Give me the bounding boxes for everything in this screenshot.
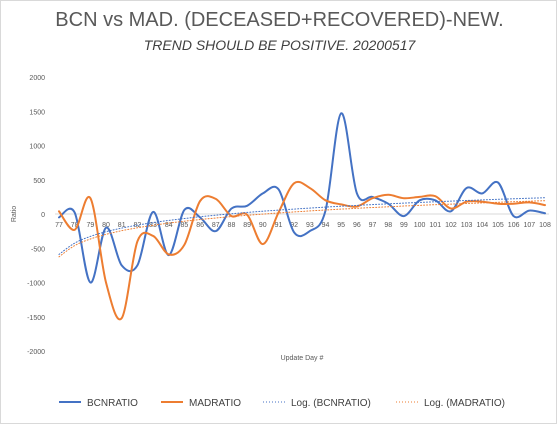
- x-tick-label: 108: [539, 222, 551, 229]
- y-tick-label: 0: [41, 212, 45, 219]
- x-tick-label: 93: [306, 222, 314, 229]
- x-tick-label: 86: [196, 222, 204, 229]
- x-tick-label: 88: [228, 222, 236, 229]
- y-axis-title: Ratio: [11, 206, 18, 222]
- y-tick-label: -1500: [27, 315, 45, 322]
- legend-label: Log. (BCNRATIO): [291, 398, 371, 409]
- x-tick-label: 92: [290, 222, 298, 229]
- y-tick-label: 1000: [29, 144, 45, 151]
- x-tick-label: 79: [86, 222, 94, 229]
- x-tick-label: 103: [461, 222, 473, 229]
- x-tick-label: 85: [181, 222, 189, 229]
- x-tick-label: 84: [165, 222, 173, 229]
- chart-title: BCN vs MAD. (DECEASED+RECOVERED)-NEW.: [55, 9, 504, 31]
- y-tick-label: -2000: [27, 349, 45, 356]
- legend-label: Log. (MADRATIO): [424, 398, 505, 409]
- legend-label: BCNRATIO: [87, 398, 138, 409]
- x-tick-label: 98: [384, 222, 392, 229]
- x-tick-label: 106: [508, 222, 520, 229]
- series-line-log-bcnratio: [58, 197, 546, 255]
- x-tick-label: 90: [259, 222, 267, 229]
- series-line-bcnratio: [58, 112, 546, 284]
- x-tick-label: 78: [71, 222, 79, 229]
- y-tick-label: -500: [31, 246, 45, 253]
- x-tick-label: 80: [102, 222, 110, 229]
- x-tick-label: 89: [243, 222, 251, 229]
- y-tick-label: -1000: [27, 281, 45, 288]
- x-tick-label: 107: [523, 222, 535, 229]
- x-tick-label: 101: [429, 222, 441, 229]
- chart-subtitle: TREND SHOULD BE POSITIVE. 20200517: [143, 37, 416, 53]
- series-line-log-madratio: [58, 200, 546, 258]
- y-tick-label: 1500: [29, 109, 45, 116]
- y-tick-label: 2000: [29, 75, 45, 82]
- x-tick-label: 87: [212, 222, 220, 229]
- x-tick-label: 77: [55, 222, 63, 229]
- x-tick-label: 105: [492, 222, 504, 229]
- series-line-madratio: [58, 180, 546, 321]
- x-tick-label: 104: [476, 222, 488, 229]
- x-tick-label: 99: [400, 222, 408, 229]
- x-tick-label: 95: [337, 222, 345, 229]
- x-tick-label: 83: [149, 222, 157, 229]
- x-tick-label: 102: [445, 222, 457, 229]
- x-tick-label: 97: [369, 222, 377, 229]
- legend-label: MADRATIO: [189, 398, 241, 409]
- y-tick-label: 500: [33, 178, 45, 185]
- x-tick-label: 100: [414, 222, 426, 229]
- x-tick-label: 91: [275, 222, 283, 229]
- x-tick-label: 96: [353, 222, 361, 229]
- x-axis-title: Update Day #: [281, 355, 324, 362]
- x-tick-label: 81: [118, 222, 126, 229]
- x-tick-label: 94: [322, 222, 330, 229]
